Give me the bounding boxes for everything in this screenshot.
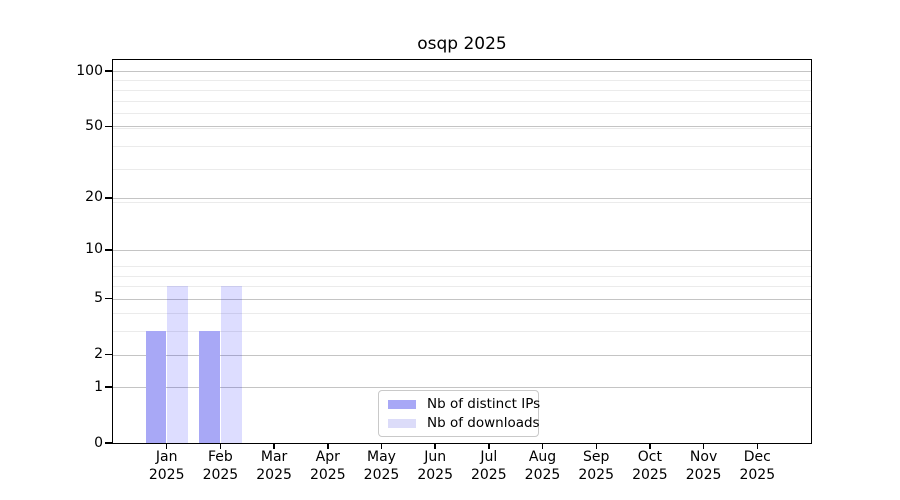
x-tick-mark [756, 443, 759, 449]
y-tick-mark [105, 197, 112, 199]
y-gridline-minor [113, 145, 811, 147]
x-tick-month: Mar [260, 449, 288, 465]
x-tick-label: Jun 2025 [405, 449, 465, 484]
x-tick-year: 2025 [148, 466, 185, 483]
y-tick-mark [105, 386, 112, 388]
x-tick-month: Jun [424, 449, 447, 465]
y-gridline-major [113, 126, 811, 128]
x-tick-mark [273, 443, 275, 449]
x-tick-label: May 2025 [352, 449, 412, 484]
x-tick-month: May [367, 449, 396, 465]
x-tick-mark [219, 443, 222, 449]
y-gridline-minor [113, 275, 811, 277]
x-tick-mark [595, 443, 597, 449]
y-gridline-minor [113, 100, 811, 102]
y-tick-label: 1 [94, 378, 103, 395]
x-tick-year: 2025 [739, 466, 776, 483]
legend-item-distinct-ips: Nb of distinct IPs [386, 396, 540, 412]
legend-item-downloads: Nb of downloads [386, 415, 540, 431]
y-tick-label: 20 [85, 189, 103, 206]
legend-label-downloads: Nb of downloads [427, 415, 540, 431]
legend-label-distinct-ips: Nb of distinct IPs [427, 396, 541, 412]
x-tick-year: 2025 [417, 466, 453, 483]
y-tick-mark [105, 353, 112, 356]
x-tick-month: Oct [637, 449, 662, 465]
y-tick-label: 50 [85, 117, 103, 134]
x-tick-month: Aug [528, 449, 557, 465]
x-tick-year: 2025 [363, 466, 400, 483]
x-tick-mark [541, 443, 544, 449]
y-gridline-major [113, 71, 811, 73]
y-tick-mark [105, 297, 112, 300]
legend-swatch-distinct-ips [388, 399, 416, 409]
x-tick-mark [434, 443, 436, 449]
x-tick-label: Nov 2025 [674, 449, 734, 484]
x-tick-label: Oct 2025 [620, 449, 680, 484]
chart-title: osqp 2025 [417, 34, 507, 54]
x-tick-label: Aug 2025 [513, 449, 573, 484]
x-tick-label: Feb 2025 [190, 449, 250, 484]
y-gridline-major [113, 354, 811, 356]
y-gridline-major [113, 249, 811, 251]
y-tick-mark [105, 442, 112, 444]
y-tick-label: 0 [94, 434, 103, 451]
x-tick-year: 2025 [685, 466, 722, 483]
x-tick-mark [488, 443, 490, 449]
y-gridline-minor [113, 201, 811, 203]
y-gridline-minor [113, 89, 811, 91]
y-gridline-minor [113, 266, 811, 267]
y-tick-mark [105, 249, 112, 251]
y-gridline-major [113, 387, 811, 389]
legend: Nb of distinct IPs Nb of downloads [378, 390, 540, 437]
x-tick-year: 2025 [309, 466, 346, 483]
x-tick-month: Jul [480, 449, 498, 465]
x-tick-month: Apr [315, 449, 340, 465]
bar-distinct-ips-feb [199, 331, 220, 443]
x-tick-year: 2025 [578, 466, 614, 483]
x-tick-month: Feb [207, 449, 233, 465]
x-tick-label: Jul 2025 [459, 449, 519, 484]
y-tick-label: 2 [94, 346, 103, 362]
y-gridline-minor [113, 286, 811, 288]
x-tick-label: Sep 2025 [566, 449, 626, 484]
x-tick-mark [702, 443, 705, 449]
bar-downloads-jan [167, 286, 188, 443]
x-tick-label: Dec 2025 [727, 449, 787, 484]
y-tick-label: 10 [85, 241, 103, 258]
y-tick-mark [105, 70, 112, 72]
x-tick-month: Jan [155, 449, 178, 465]
y-tick-mark [105, 125, 112, 127]
x-tick-year: 2025 [524, 466, 561, 483]
x-tick-mark [165, 443, 168, 449]
y-tick-label: 5 [94, 290, 103, 307]
x-tick-month: Sep [582, 449, 610, 465]
x-tick-mark [649, 443, 651, 449]
x-tick-month: Nov [689, 449, 718, 465]
x-tick-label: Mar 2025 [244, 449, 304, 484]
y-gridline-minor [113, 313, 811, 315]
y-gridline-minor [113, 113, 811, 115]
y-gridline-minor [113, 331, 811, 333]
x-tick-year: 2025 [256, 466, 292, 483]
bar-downloads-feb [220, 286, 242, 443]
y-gridline-minor [113, 169, 811, 170]
x-tick-mark [327, 443, 329, 449]
x-tick-label: Apr 2025 [298, 449, 358, 484]
x-tick-label: Jan 2025 [137, 449, 197, 484]
x-tick-year: 2025 [202, 466, 239, 483]
y-tick-label: 100 [76, 62, 103, 79]
x-tick-year: 2025 [632, 466, 668, 483]
y-gridline-minor [113, 127, 811, 129]
bar-distinct-ips-jan [145, 331, 167, 443]
x-tick-month: Dec [743, 449, 771, 465]
legend-swatch-downloads [388, 418, 416, 428]
y-gridline-major [113, 298, 811, 300]
y-gridline-minor [113, 80, 811, 82]
x-tick-year: 2025 [470, 466, 507, 483]
y-gridline-major [113, 197, 811, 199]
x-tick-mark [380, 443, 383, 449]
